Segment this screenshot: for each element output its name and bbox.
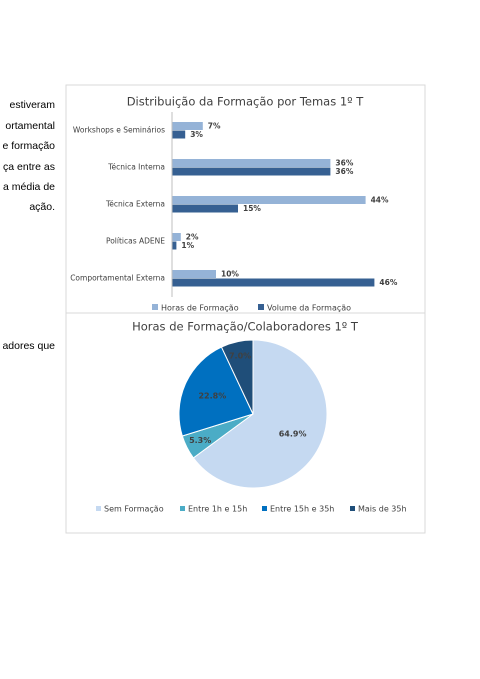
- value-label: 3%: [190, 130, 203, 139]
- body-text: adores que: [2, 340, 55, 352]
- legend-label: Sem Formação: [104, 505, 164, 514]
- body-text: estiveram: [9, 99, 55, 111]
- legend-label: Mais de 35h: [358, 505, 407, 514]
- legend-label: Entre 1h e 15h: [188, 505, 247, 514]
- value-label: 44%: [371, 195, 389, 204]
- bar: [172, 130, 186, 139]
- body-text: e formação: [2, 140, 55, 152]
- pie-slice: [178, 346, 254, 437]
- pie-slice: [192, 339, 328, 489]
- value-label: 22.8%: [198, 392, 226, 401]
- category-label: Workshops e Seminários: [73, 126, 165, 135]
- bar: [172, 122, 203, 130]
- bar: [172, 159, 331, 167]
- bar: [172, 196, 366, 204]
- value-label: 5.3%: [189, 436, 211, 445]
- legend-label: Entre 15h e 35h: [270, 505, 334, 514]
- bar: [172, 204, 238, 213]
- legend-label: Horas de Formação: [161, 304, 239, 313]
- bar: [172, 167, 331, 176]
- pie-slice: [220, 339, 254, 415]
- body-text: ortamental: [5, 120, 55, 132]
- value-label: 36%: [335, 158, 353, 167]
- legend-swatch: [262, 506, 267, 511]
- value-label: 2%: [186, 232, 199, 241]
- legend-label: Volume da Formação: [267, 304, 351, 313]
- body-text: a média de: [3, 181, 55, 193]
- bar: [172, 278, 375, 287]
- legend-swatch: [180, 506, 185, 511]
- value-label: 36%: [335, 167, 353, 176]
- legend-swatch: [258, 304, 264, 310]
- chart-title: Distribuição da Formação por Temas 1º T: [127, 95, 365, 109]
- value-label: 7%: [208, 121, 221, 130]
- legend-swatch: [350, 506, 355, 511]
- value-label: 46%: [379, 278, 397, 287]
- value-label: 64.9%: [279, 430, 307, 439]
- bar: [172, 270, 216, 278]
- bar: [172, 241, 177, 250]
- value-label: 10%: [221, 269, 239, 278]
- value-label: 15%: [243, 204, 261, 213]
- chart-title: Horas de Formação/Colaboradores 1º T: [132, 320, 359, 334]
- legend-swatch: [96, 506, 101, 511]
- category-label: Técnica Externa: [105, 200, 165, 209]
- category-label: Técnica Interna: [107, 163, 165, 172]
- value-label: 7.0%: [229, 352, 251, 361]
- bar: [172, 233, 181, 241]
- category-label: Comportamental Externa: [70, 274, 165, 283]
- body-text: ação.: [29, 201, 55, 213]
- value-label: 1%: [181, 241, 194, 250]
- category-label: Políticas ADENE: [106, 237, 165, 246]
- legend-swatch: [152, 304, 158, 310]
- body-text: ça entre as: [3, 161, 55, 173]
